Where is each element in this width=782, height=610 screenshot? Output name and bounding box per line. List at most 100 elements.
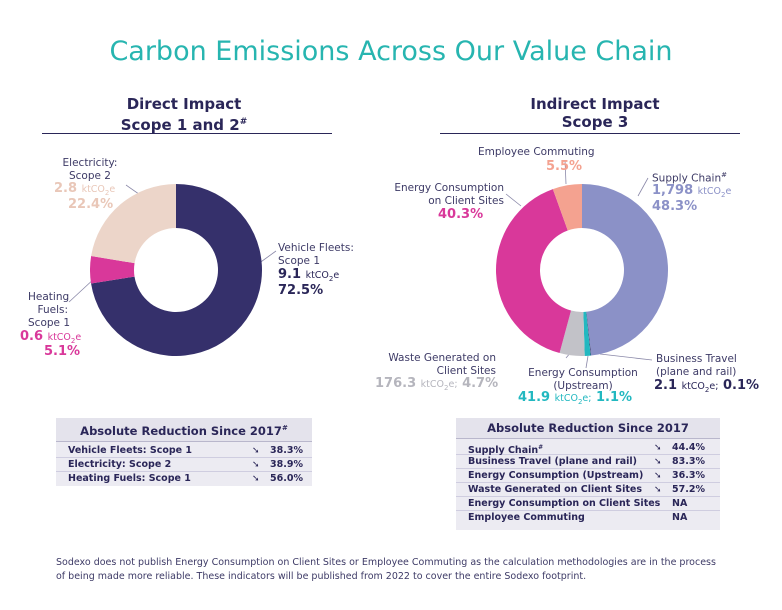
unit-e: e [333, 270, 340, 281]
direct-table-rows: Vehicle Fleets: Scope 1 ➘ 38.3% Electric… [56, 442, 312, 486]
indirect-row-label: Business Travel (plane and rail) [468, 456, 638, 467]
label-business-line2: (plane and rail) [656, 366, 737, 378]
value-vehicle-number: 9.1 [278, 267, 302, 282]
value-business-travel: 2.1 ktCO2e; 0.1% [654, 378, 760, 394]
direct-row-value: 38.3% [270, 444, 303, 456]
label-heating-line2: Fuels: [37, 304, 68, 316]
unit-kt: ktCO [47, 332, 71, 343]
unit-sub: 2 [704, 385, 710, 394]
label-waste: Waste Generated on Client Sites [386, 352, 496, 378]
direct-row-label: Heating Fuels: Scope 1 [68, 472, 191, 484]
label-electricity-line2: Scope 2 [68, 170, 111, 182]
label-upstream-line2: (Upstream) [553, 380, 613, 392]
value-energy-upstream: 41.9 ktCO2e; 1.1% [518, 390, 633, 406]
indirect-donut-chart [496, 184, 668, 356]
indirect-row-value: NA [672, 498, 688, 509]
label-supply-chain-text: Supply Chain [652, 172, 722, 185]
down-arrow-icon: ➘ [654, 471, 662, 481]
label-electricity: Electricity: Scope 2 [61, 157, 119, 183]
percent-vehicle-fleets: 72.5% [278, 283, 324, 298]
direct-donut-chart [90, 184, 262, 356]
table-row: Heating Fuels: Scope 1 ➘ 56.0% [56, 472, 312, 486]
table-row: Waste Generated on Client Sites ➘ 57.2% [456, 483, 720, 497]
unit-kt: ktCO [305, 270, 329, 281]
label-heating-fuels: Heating Fuels: Scope 1 [28, 291, 71, 330]
unit-e: e [725, 186, 732, 197]
direct-reduction-table: Absolute Reduction Since 2017# Vehicle F… [56, 418, 312, 486]
unit-e: e [709, 381, 716, 392]
direct-table-header: Absolute Reduction Since 2017# [56, 418, 312, 442]
label-energy-client-line2: on Client Sites [428, 195, 504, 207]
label-business-travel: Business Travel (plane and rail) [656, 353, 737, 379]
donut-slice-energy-consumption-on-client-sites [496, 189, 572, 354]
label-waste-line2: Client Sites [436, 365, 496, 377]
label-upstream-line1: Energy Consumption [528, 367, 638, 379]
indirect-section-title: Indirect Impact Scope 3 [520, 95, 670, 131]
indirect-table-rows: Supply Chain# ➘ 44.4% Business Travel (p… [456, 439, 720, 525]
indirect-reduction-table: Absolute Reduction Since 2017 Supply Cha… [456, 418, 720, 530]
donut-slice-vehicle-fleets-scope-1 [91, 184, 262, 356]
direct-title-line1: Direct Impact [126, 95, 242, 113]
down-arrow-icon: ➘ [252, 473, 260, 484]
direct-row-value: 56.0% [270, 472, 303, 484]
percent-energy-client-sites: 40.3% [438, 207, 484, 222]
direct-title-line2: Scope 1 and 2 [120, 116, 240, 134]
direct-donut-slices [90, 184, 262, 356]
direct-row-value: 38.9% [270, 458, 303, 470]
donut-slice-heating-fuels-scope-1 [90, 256, 135, 284]
footnote-line1: Sodexo does not publish Energy Consumpti… [56, 557, 716, 568]
label-business-line1: Business Travel [656, 353, 737, 365]
value-waste-number: 176.3 [375, 376, 417, 391]
direct-table-header-sup: # [281, 424, 288, 432]
indirect-row-value: 83.3% [672, 456, 705, 467]
indirect-row-value: NA [672, 512, 688, 523]
value-heating-number: 0.6 [20, 329, 44, 344]
table-row: Supply Chain# ➘ 44.4% [456, 441, 720, 457]
direct-table-header-text: Absolute Reduction Since 2017 [80, 423, 282, 438]
label-energy-upstream: Energy Consumption (Upstream) [518, 367, 648, 393]
percent-supply-chain: 48.3% [652, 199, 698, 214]
table-row: Employee Commuting NA [456, 511, 720, 525]
indirect-row-value: 44.4% [672, 442, 705, 453]
donut-slice-waste-generated-on-client-sites [559, 310, 585, 356]
down-arrow-icon: ➘ [654, 485, 662, 495]
unit-sub: 2 [577, 397, 583, 406]
percent-employee-commuting: 5.5% [546, 159, 583, 174]
indirect-row-sup: # [538, 444, 544, 451]
leader-employee-commuting [564, 159, 567, 185]
indirect-row-value: 57.2% [672, 484, 705, 495]
indirect-row-label-text: Supply Chain [468, 445, 539, 457]
label-vehicle-fleets: Vehicle Fleets: Scope 1 [278, 242, 354, 268]
unit-kt: ktCO [81, 184, 105, 195]
indirect-row-label: Energy Consumption (Upstream) [468, 470, 644, 481]
leader-energy-upstream [585, 355, 589, 369]
indirect-donut-slices [496, 184, 668, 356]
unit-kt: ktCO [420, 379, 444, 390]
down-arrow-icon: ➘ [252, 459, 260, 470]
donut-slice-employee-commuting [552, 184, 582, 231]
percent-business-travel: 0.1% [722, 378, 760, 393]
indirect-row-value: 36.3% [672, 470, 705, 481]
table-row: Business Travel (plane and rail) ➘ 83.3% [456, 455, 720, 469]
unit-sub: 2 [721, 190, 726, 199]
value-supply-chain: 1,798 ktCO2e [652, 183, 731, 203]
unit-sub: 2 [104, 188, 110, 197]
leader-supply-chain [637, 177, 649, 197]
table-row: Vehicle Fleets: Scope 1 ➘ 38.3% [56, 444, 312, 458]
footnote: Sodexo does not publish Energy Consumpti… [56, 556, 716, 584]
donut-slice-supply-chain [582, 184, 668, 356]
label-heating-line3: Scope 1 [28, 317, 71, 329]
label-electricity-line1: Electricity: [62, 157, 118, 169]
value-waste: 176.3 ktCO2e; 4.7% [375, 376, 499, 392]
unit-sub: 2 [328, 274, 334, 283]
unit-kt: ktCO [681, 381, 705, 392]
percent-energy-upstream: 1.1% [596, 390, 633, 405]
unit-kt: ktCO [697, 186, 721, 197]
label-supply-sup: # [721, 171, 727, 179]
percent-electricity: 22.4% [68, 197, 114, 212]
value-electricity: 2.8 ktCO2e [54, 181, 115, 201]
value-supply-number: 1,798 [652, 183, 694, 198]
leader-energy-client-sites [505, 193, 522, 207]
footnote-line2: of being made more reliable. These indic… [56, 571, 587, 582]
label-employee-commuting: Employee Commuting [478, 146, 595, 158]
